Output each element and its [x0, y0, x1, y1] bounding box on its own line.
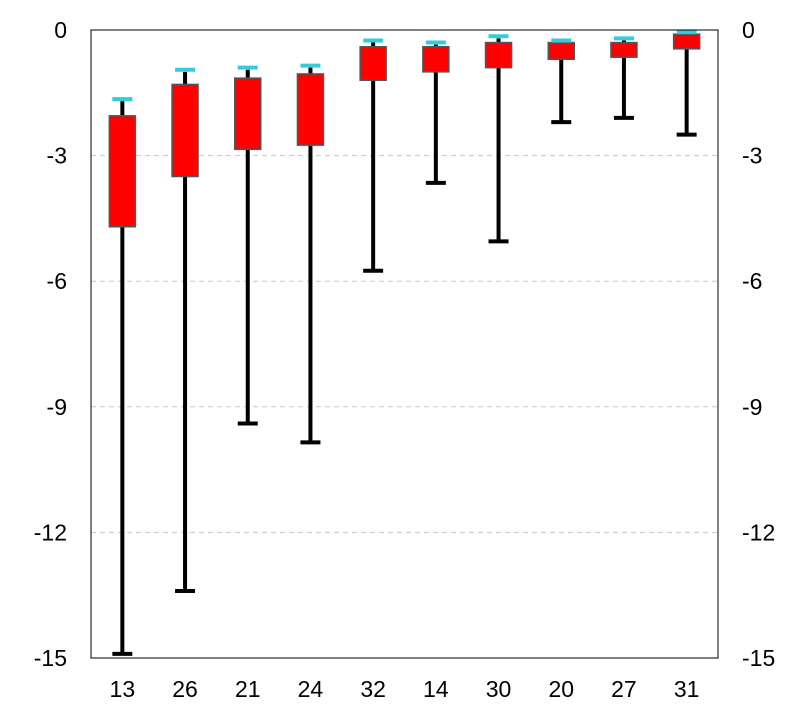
x-tick-label: 14 — [423, 676, 449, 702]
y-tick-label-right: -15 — [742, 645, 775, 671]
whisker-layer — [112, 34, 697, 656]
x-tick-label: 27 — [611, 676, 637, 702]
y-tick-label-right: -9 — [742, 394, 762, 420]
box-bar — [672, 33, 701, 50]
box-bar — [359, 45, 387, 81]
x-tick-label: 26 — [172, 676, 198, 702]
box-bar — [484, 41, 513, 69]
box-bar — [296, 73, 325, 146]
left-y-axis: 0 -3 -6 -9 -12 -15 — [34, 17, 67, 671]
box-bar — [108, 115, 137, 228]
y-tick-label-right: 0 — [742, 17, 755, 43]
box-layer — [108, 33, 701, 228]
y-tick-label-left: -3 — [47, 143, 67, 169]
x-axis: 13 26 21 24 32 14 30 20 27 31 — [110, 676, 700, 702]
x-tick-label: 21 — [235, 676, 261, 702]
y-tick-label-left: -12 — [34, 519, 67, 545]
y-tick-label-left: -15 — [34, 645, 67, 671]
y-tick-label-left: -9 — [47, 394, 67, 420]
marker-layer — [112, 30, 697, 102]
plot-frame — [90, 29, 719, 659]
box-bar — [422, 45, 450, 73]
box-bar — [171, 83, 199, 178]
y-tick-label-left: 0 — [54, 17, 67, 43]
x-tick-label: 31 — [674, 676, 700, 702]
x-tick-label: 20 — [548, 676, 574, 702]
x-tick-label: 24 — [298, 676, 324, 702]
box-bar — [234, 77, 262, 151]
x-tick-label: 30 — [486, 676, 512, 702]
x-tick-label: 32 — [360, 676, 386, 702]
y-tick-label-right: -3 — [742, 143, 762, 169]
box-bar — [610, 41, 638, 58]
right-y-axis: 0 -3 -6 -9 -12 -15 — [742, 17, 775, 671]
y-tick-label-right: -12 — [742, 519, 775, 545]
x-tick-label: 13 — [110, 676, 136, 702]
grid-layer — [91, 155, 718, 533]
y-tick-label-left: -6 — [47, 268, 67, 294]
box-bar — [547, 41, 575, 61]
y-tick-label-right: -6 — [742, 268, 762, 294]
